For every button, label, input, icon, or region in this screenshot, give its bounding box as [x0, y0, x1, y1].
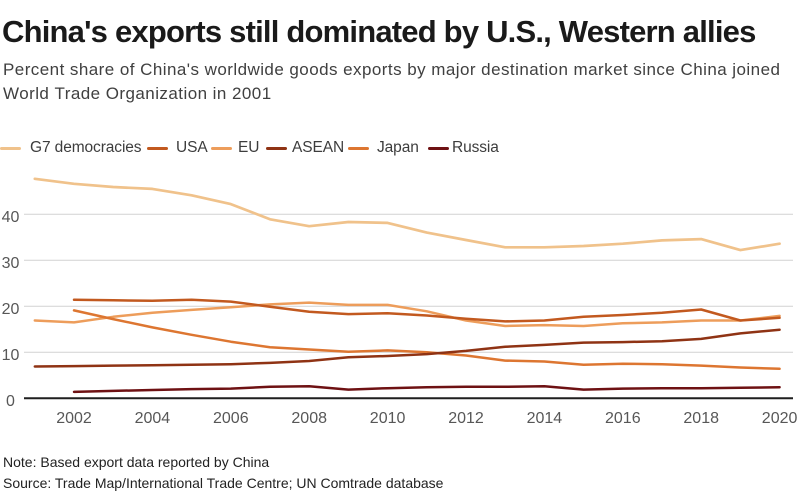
svg-text:2002: 2002 [56, 410, 92, 427]
svg-text:0: 0 [6, 393, 15, 410]
svg-text:20: 20 [2, 301, 20, 318]
svg-text:10: 10 [2, 347, 20, 364]
svg-text:2008: 2008 [291, 410, 327, 427]
svg-text:2016: 2016 [605, 410, 641, 427]
svg-text:2010: 2010 [370, 410, 406, 427]
svg-text:2020: 2020 [762, 410, 798, 427]
svg-text:2004: 2004 [135, 410, 171, 427]
svg-text:2012: 2012 [448, 410, 484, 427]
svg-text:40: 40 [2, 209, 20, 226]
svg-text:2018: 2018 [683, 410, 719, 427]
svg-text:2006: 2006 [213, 410, 249, 427]
svg-text:30: 30 [2, 255, 20, 272]
svg-text:2014: 2014 [527, 410, 563, 427]
